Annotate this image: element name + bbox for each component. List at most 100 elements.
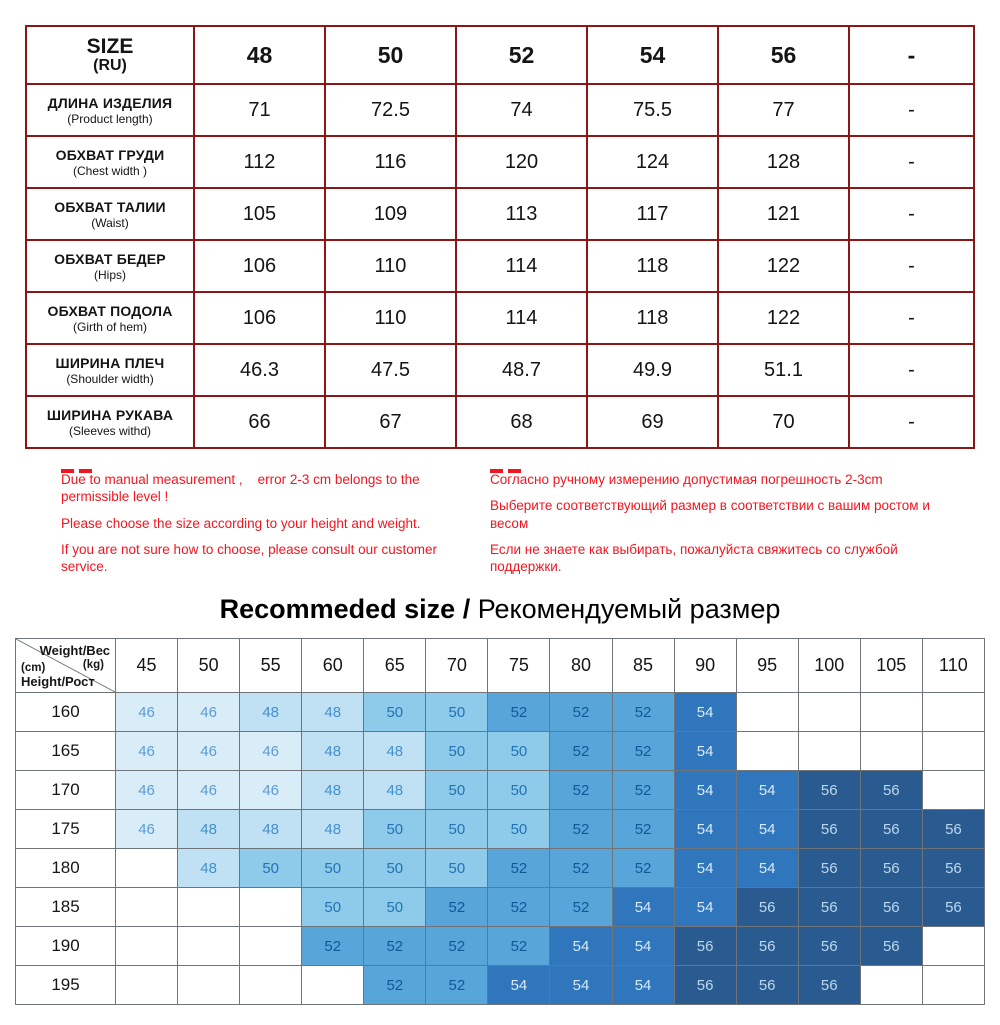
- rec-table-row: 185 50 50 52 52 52 54 54 56 56 56 56: [15, 887, 986, 928]
- height-cell: 165: [15, 731, 116, 772]
- size-value-cell: 109: [324, 187, 457, 241]
- size-value-cell: 48.7: [455, 343, 588, 397]
- size-value-cell: 71: [193, 83, 326, 137]
- size-row-label-ru: ОБХВАТ ГРУДИ: [55, 146, 165, 163]
- recommended-size-cell: 50: [425, 731, 489, 772]
- note-paragraph-en: Please choose the size according to your…: [61, 515, 421, 531]
- notes-en-list: Due to manual measurement , error 2-3 cm…: [61, 471, 444, 575]
- size-col-header: 56: [717, 25, 850, 85]
- height-cell: 160: [15, 692, 116, 733]
- recommended-size-cell: 52: [487, 848, 551, 889]
- recommended-size-cell: 46: [114, 770, 179, 811]
- size-row-label-en: (Hips): [94, 267, 126, 282]
- title-regular-part: Рекомендуемый размер: [470, 594, 781, 625]
- recommended-size-cell: 46: [114, 692, 179, 733]
- rec-table-row: 175 46 48 48 48 50 50 50 52 52 54 54 56 56 56: [15, 809, 986, 850]
- recommended-size-cell: 54: [673, 887, 737, 928]
- size-table-row: ДЛИНА ИЗДЕЛИЯ (Product length) 71 72.5 74 75.…: [25, 83, 975, 137]
- size-row-label: ДЛИНА ИЗДЕЛИЯ (Product length): [25, 83, 195, 137]
- size-value-cell: 117: [586, 187, 719, 241]
- recommended-size-cell: 52: [549, 770, 613, 811]
- size-value-cell: 110: [324, 291, 457, 345]
- size-value-cell: -: [848, 395, 975, 449]
- recommended-size-cell: 56: [735, 887, 799, 928]
- recommended-size-cell: 50: [425, 809, 489, 850]
- recommended-size-cell: 56: [797, 770, 861, 811]
- weight-header: 80: [549, 638, 613, 694]
- weight-header: 105: [859, 638, 923, 694]
- recommended-size-cell: 56: [921, 848, 986, 889]
- recommended-size-cell: 50: [425, 692, 489, 733]
- size-value-cell: 72.5: [324, 83, 457, 137]
- empty-cell: [114, 965, 179, 1006]
- recommended-size-cell: 56: [797, 887, 861, 928]
- size-row-label-en: (Sleeves withd): [68, 423, 152, 438]
- empty-cell: [177, 926, 241, 967]
- size-value-cell: -: [848, 343, 975, 397]
- weight-header: 45: [114, 638, 179, 694]
- size-value-cell: 68: [455, 395, 588, 449]
- recommended-size-cell: 56: [921, 809, 986, 850]
- recommended-size-cell: 46: [239, 770, 303, 811]
- size-col-header: 48: [193, 25, 326, 85]
- recommended-size-cell: 56: [859, 770, 923, 811]
- size-value-cell: -: [848, 187, 975, 241]
- height-cell: 185: [15, 887, 116, 928]
- recommended-size-cell: 52: [611, 731, 675, 772]
- recommended-size-cell: 48: [301, 770, 365, 811]
- recommended-size-cell: 52: [611, 848, 675, 889]
- recommended-size-cell: 50: [425, 848, 489, 889]
- empty-cell: [177, 965, 241, 1006]
- size-value-cell: 118: [586, 239, 719, 293]
- weight-header: 55: [239, 638, 303, 694]
- rec-table-row: 195 52 52 54 54 54 56 56 56: [15, 965, 986, 1006]
- empty-cell: [921, 692, 986, 733]
- size-value-cell: 106: [193, 291, 326, 345]
- size-value-cell: 74: [455, 83, 588, 137]
- recommended-size-cell: 52: [487, 692, 551, 733]
- size-value-cell: 69: [586, 395, 719, 449]
- size-value-cell: 114: [455, 291, 588, 345]
- empty-cell: [239, 887, 303, 928]
- rec-table-row: 180 48 50 50 50 50 52 52 52 54 54 56 56 56: [15, 848, 986, 889]
- note-paragraph-ru: Если не знаете как выбирать, пожалуйста …: [490, 541, 898, 575]
- note-paragraph-en: If you are not sure how to choose, pleas…: [61, 541, 437, 575]
- recommended-size-cell: 54: [673, 809, 737, 850]
- recommended-size-cell: 54: [735, 809, 799, 850]
- recommended-size-cell: 52: [611, 770, 675, 811]
- recommended-size-cell: 48: [363, 731, 427, 772]
- size-value-cell: 122: [717, 291, 850, 345]
- size-table-corner: SIZE (RU): [25, 25, 195, 85]
- recommended-size-cell: 54: [549, 926, 613, 967]
- size-value-cell: -: [848, 83, 975, 137]
- rec-table-header-row: Weight/Вес (kg) (cm) Height/Рост 45 50 55 6…: [15, 638, 986, 694]
- size-table: SIZE (RU) 48 50 52 54 56- ДЛИНА ИЗДЕЛИЯ (Prod…: [25, 25, 975, 449]
- note-marker-right: [490, 460, 949, 473]
- empty-cell: [735, 731, 799, 772]
- note-paragraph-ru: Выберите соответствующий размер в соотве…: [490, 498, 930, 531]
- recommended-size-cell: 50: [363, 848, 427, 889]
- rec-table-body: 160 46 46 48 48 50 50 52 52 52 54 165 46 46 46 48 48 50 50…: [15, 692, 986, 1006]
- weight-header: 110: [921, 638, 986, 694]
- empty-cell: [921, 731, 986, 772]
- recommended-size-cell: 56: [797, 965, 861, 1006]
- recommended-size-cell: 52: [487, 926, 551, 967]
- recommended-size-cell: 46: [114, 731, 179, 772]
- size-row-label-ru: ДЛИНА ИЗДЕЛИЯ: [47, 94, 173, 111]
- recommended-size-cell: 54: [549, 965, 613, 1006]
- recommended-size-cell: 54: [673, 848, 737, 889]
- empty-cell: [859, 692, 923, 733]
- recommended-size-cell: 56: [735, 926, 799, 967]
- recommended-size-cell: 56: [859, 926, 923, 967]
- corner-weight-unit: (kg): [82, 659, 104, 672]
- empty-cell: [114, 926, 179, 967]
- recommended-size-cell: 56: [673, 965, 737, 1006]
- weight-header: 50: [177, 638, 241, 694]
- size-value-cell: 120: [455, 135, 588, 189]
- size-chart-page: SIZE (RU) 48 50 52 54 56- ДЛИНА ИЗДЕЛИЯ (Prod…: [0, 25, 1000, 1006]
- recommended-size-cell: 54: [673, 731, 737, 772]
- size-row-label-en: (Product length): [67, 111, 153, 126]
- empty-cell: [239, 965, 303, 1006]
- size-table-row: ШИРИНА ПЛЕЧ (Shoulder width) 46.3 47.5 48.7 4…: [25, 343, 975, 397]
- size-row-label-en: (Girth of hem): [72, 319, 147, 334]
